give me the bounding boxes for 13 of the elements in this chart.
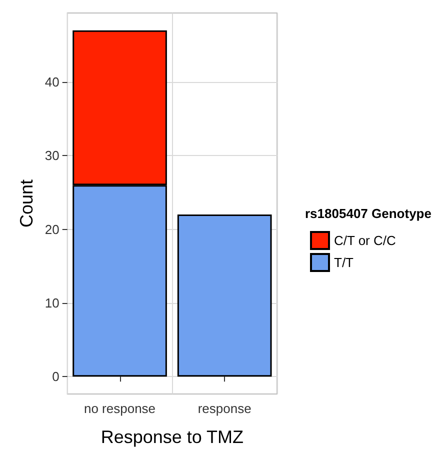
legend-title: rs1805407 Genotype bbox=[305, 206, 432, 221]
y-tick-label: 10 bbox=[44, 295, 60, 310]
legend-label: T/T bbox=[334, 255, 354, 270]
y-tick-label: 20 bbox=[44, 222, 60, 237]
y-tick-label: 0 bbox=[52, 369, 60, 384]
y-tick-label: 30 bbox=[44, 148, 60, 164]
x-tick-label: response bbox=[198, 401, 252, 416]
legend-label: C/T or C/C bbox=[334, 233, 396, 248]
x-axis-title: Response to TMZ bbox=[100, 427, 244, 447]
x-tick-label: no response bbox=[84, 401, 156, 416]
bar bbox=[177, 214, 272, 377]
y-tick-label: 40 bbox=[44, 74, 60, 90]
y-axis-title: Count bbox=[16, 179, 36, 228]
